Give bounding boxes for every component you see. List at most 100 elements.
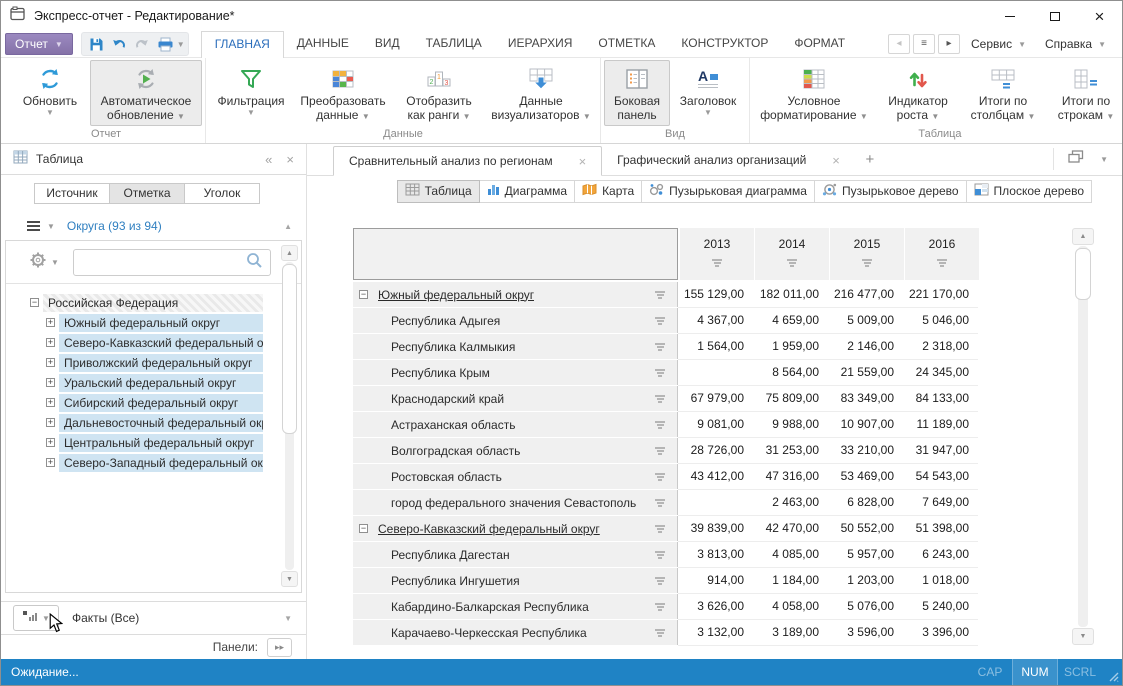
column-totals-button[interactable]: Итоги по столбцам ▼ bbox=[961, 60, 1045, 126]
column-header-2015[interactable]: 2015 bbox=[830, 228, 904, 280]
row-header-cell[interactable]: − Южный федеральный округ bbox=[353, 282, 678, 307]
service-menu[interactable]: Сервис ▼ bbox=[963, 37, 1034, 51]
minimize-button[interactable] bbox=[987, 1, 1032, 31]
value-cell[interactable]: 39 839,00 bbox=[678, 516, 753, 542]
column-header-2013[interactable]: 2013 bbox=[680, 228, 754, 280]
chevron-down-icon[interactable]: ▼ bbox=[1100, 154, 1108, 164]
row-header-cell[interactable]: Республика Адыгея bbox=[353, 308, 678, 333]
value-cell[interactable] bbox=[678, 360, 753, 386]
value-cell[interactable]: 83 349,00 bbox=[828, 386, 903, 412]
tree-item[interactable]: + Северо-Западный федеральный округ bbox=[6, 453, 263, 472]
value-cell[interactable]: 67 979,00 bbox=[678, 386, 753, 412]
scroll-up-icon[interactable]: ▲ bbox=[281, 245, 298, 261]
row-filter-icon[interactable] bbox=[655, 472, 665, 481]
expand-node-icon[interactable]: + bbox=[46, 417, 55, 427]
column-filter-icon[interactable] bbox=[712, 258, 722, 267]
save-button[interactable] bbox=[85, 33, 108, 55]
tree-item[interactable]: + Южный федеральный округ bbox=[6, 313, 263, 332]
view-bubble-chart-button[interactable]: Пузырьковая диаграмма bbox=[641, 179, 815, 203]
row-filter-icon[interactable] bbox=[655, 628, 665, 637]
value-cell[interactable]: 10 907,00 bbox=[828, 412, 903, 438]
close-panel-button[interactable]: × bbox=[286, 151, 294, 167]
value-cell[interactable]: 1 564,00 bbox=[678, 334, 753, 360]
value-cell[interactable]: 47 316,00 bbox=[753, 464, 828, 490]
close-tab-icon[interactable]: × bbox=[832, 152, 840, 168]
row-filter-icon[interactable] bbox=[655, 498, 665, 507]
tab-otmetka-panel[interactable]: Отметка bbox=[110, 183, 185, 204]
tab-istochnik[interactable]: Источник bbox=[34, 183, 110, 204]
row-header-cell[interactable]: − Северо-Кавказский федеральный округ bbox=[353, 516, 678, 541]
table-row[interactable]: Кабардино-Балкарская Республика 3 626,00… bbox=[353, 594, 980, 620]
scroll-down-icon[interactable]: ▼ bbox=[1072, 628, 1094, 645]
table-row[interactable]: Республика Крым 8 564,00 21 559,00 24 34… bbox=[353, 360, 980, 386]
collapse-node-icon[interactable]: − bbox=[359, 289, 368, 299]
header-button[interactable]: A Заголовок ▼ bbox=[670, 60, 746, 126]
value-cell[interactable]: 182 011,00 bbox=[753, 282, 828, 308]
scroll-down-icon[interactable]: ▼ bbox=[281, 571, 298, 587]
value-cell[interactable]: 2 146,00 bbox=[828, 334, 903, 360]
row-filter-icon[interactable] bbox=[655, 420, 665, 429]
collapse-section-icon[interactable]: ▲ bbox=[284, 221, 292, 231]
value-cell[interactable]: 2 463,00 bbox=[753, 490, 828, 516]
value-cell[interactable]: 3 813,00 bbox=[678, 542, 753, 568]
value-cell[interactable]: 53 469,00 bbox=[828, 464, 903, 490]
value-cell[interactable]: 1 203,00 bbox=[828, 568, 903, 594]
view-chart-button[interactable]: Диаграмма bbox=[478, 179, 576, 203]
expand-node-icon[interactable]: + bbox=[46, 337, 55, 347]
table-row[interactable]: город федерального значения Севастополь … bbox=[353, 490, 980, 516]
chevron-down-icon[interactable]: ▼ bbox=[284, 613, 292, 623]
conditional-format-button[interactable]: Условное форматирование ▼ bbox=[753, 60, 875, 126]
value-cell[interactable]: 1 018,00 bbox=[903, 568, 978, 594]
expand-node-icon[interactable]: + bbox=[46, 317, 55, 327]
cascade-windows-icon[interactable] bbox=[1068, 150, 1084, 168]
tab-tablitsa[interactable]: ТАБЛИЦА bbox=[425, 35, 482, 50]
row-filter-icon[interactable] bbox=[655, 602, 665, 611]
tree-item[interactable]: + Сибирский федеральный округ bbox=[6, 393, 263, 412]
value-cell[interactable]: 5 957,00 bbox=[828, 542, 903, 568]
value-cell[interactable]: 31 253,00 bbox=[753, 438, 828, 464]
table-row[interactable]: Республика Дагестан 3 813,00 4 085,00 5 … bbox=[353, 542, 980, 568]
collapse-node-icon[interactable]: − bbox=[30, 297, 39, 307]
value-cell[interactable]: 3 626,00 bbox=[678, 594, 753, 620]
value-cell[interactable]: 28 726,00 bbox=[678, 438, 753, 464]
hamburger-icon[interactable] bbox=[27, 221, 40, 231]
tab-glavnaya[interactable]: ГЛАВНАЯ bbox=[200, 30, 284, 59]
gear-icon[interactable] bbox=[30, 252, 46, 273]
tab-vid[interactable]: ВИД bbox=[374, 35, 400, 50]
value-cell[interactable]: 11 189,00 bbox=[903, 412, 978, 438]
print-button[interactable] bbox=[154, 33, 177, 55]
view-flat-tree-button[interactable]: Плоское дерево bbox=[965, 179, 1092, 203]
row-header-cell[interactable]: город федерального значения Севастополь bbox=[353, 490, 678, 515]
tab-ugolok[interactable]: Уголок bbox=[185, 183, 260, 204]
undo-button[interactable] bbox=[108, 33, 131, 55]
table-row[interactable]: Республика Калмыкия 1 564,00 1 959,00 2 … bbox=[353, 334, 980, 360]
expand-node-icon[interactable]: + bbox=[46, 437, 55, 447]
column-filter-icon[interactable] bbox=[937, 258, 947, 267]
value-cell[interactable]: 7 649,00 bbox=[903, 490, 978, 516]
row-header-cell[interactable]: Астраханская область bbox=[353, 412, 678, 437]
tree-scrollbar[interactable]: ▲ ▼ bbox=[281, 245, 298, 587]
value-cell[interactable]: 24 345,00 bbox=[903, 360, 978, 386]
expand-node-icon[interactable]: + bbox=[46, 357, 55, 367]
row-totals-button[interactable]: Итоги по строкам ▼ bbox=[1045, 60, 1122, 126]
collapse-panel-button[interactable]: « bbox=[265, 151, 273, 167]
close-button[interactable]: × bbox=[1094, 6, 1105, 26]
value-cell[interactable]: 4 058,00 bbox=[753, 594, 828, 620]
table-row[interactable]: Ростовская область 43 412,00 47 316,00 5… bbox=[353, 464, 980, 490]
column-header-2014[interactable]: 2014 bbox=[755, 228, 829, 280]
value-cell[interactable]: 43 412,00 bbox=[678, 464, 753, 490]
tab-format[interactable]: ФОРМАТ bbox=[794, 35, 846, 50]
nav-right-button[interactable]: ▸ bbox=[937, 34, 960, 54]
row-filter-icon[interactable] bbox=[655, 316, 665, 325]
row-header-cell[interactable]: Ростовская область bbox=[353, 464, 678, 489]
row-filter-icon[interactable] bbox=[655, 446, 665, 455]
maximize-button[interactable] bbox=[1032, 1, 1077, 31]
value-cell[interactable]: 8 564,00 bbox=[753, 360, 828, 386]
filter-button[interactable]: Фильтрация ▼ bbox=[209, 60, 293, 126]
dimension-link[interactable]: Округа (93 из 94) bbox=[66, 219, 162, 233]
table-row[interactable]: Краснодарский край 67 979,00 75 809,00 8… bbox=[353, 386, 980, 412]
row-filter-icon[interactable] bbox=[655, 342, 665, 351]
nav-menu-button[interactable]: ≡ bbox=[912, 34, 935, 54]
view-bubble-tree-button[interactable]: Пузырьковое дерево bbox=[813, 179, 967, 203]
